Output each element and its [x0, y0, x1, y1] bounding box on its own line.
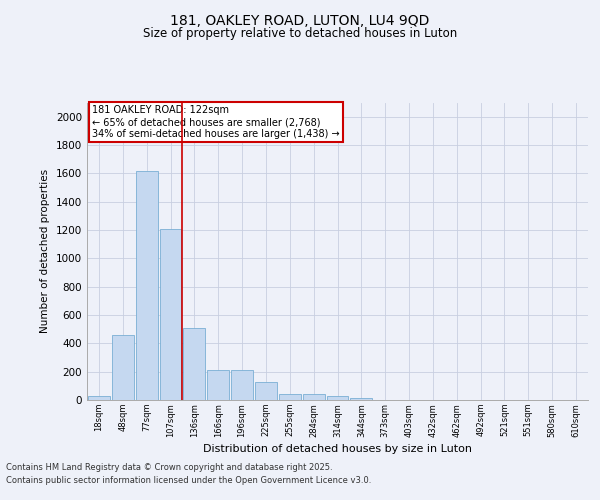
- Y-axis label: Number of detached properties: Number of detached properties: [40, 169, 50, 334]
- Bar: [302, 394, 325, 400]
- Bar: [255, 382, 277, 400]
- Text: Size of property relative to detached houses in Luton: Size of property relative to detached ho…: [143, 28, 457, 40]
- Bar: [207, 370, 229, 400]
- Bar: [231, 370, 253, 400]
- X-axis label: Distribution of detached houses by size in Luton: Distribution of detached houses by size …: [203, 444, 472, 454]
- Bar: [136, 170, 158, 400]
- Text: 181 OAKLEY ROAD: 122sqm
← 65% of detached houses are smaller (2,768)
34% of semi: 181 OAKLEY ROAD: 122sqm ← 65% of detache…: [92, 106, 340, 138]
- Bar: [160, 228, 181, 400]
- Text: Contains public sector information licensed under the Open Government Licence v3: Contains public sector information licen…: [6, 476, 371, 485]
- Bar: [350, 398, 373, 400]
- Bar: [326, 396, 349, 400]
- Bar: [112, 335, 134, 400]
- Bar: [88, 396, 110, 400]
- Text: Contains HM Land Registry data © Crown copyright and database right 2025.: Contains HM Land Registry data © Crown c…: [6, 464, 332, 472]
- Bar: [184, 328, 205, 400]
- Bar: [279, 394, 301, 400]
- Text: 181, OAKLEY ROAD, LUTON, LU4 9QD: 181, OAKLEY ROAD, LUTON, LU4 9QD: [170, 14, 430, 28]
